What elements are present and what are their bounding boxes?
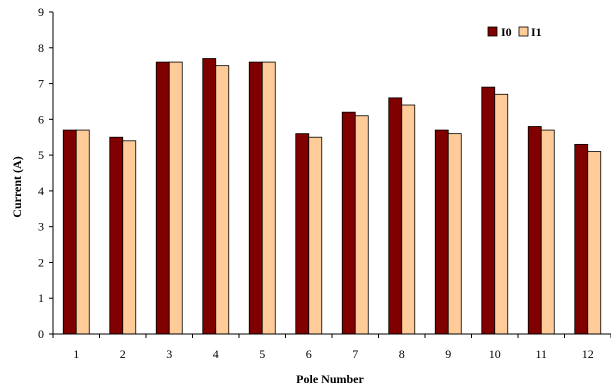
legend-swatch-i0 <box>487 26 498 37</box>
x-tick-label: 11 <box>535 347 547 361</box>
bar-i1-pole-6 <box>308 136 323 335</box>
x-tick-label: 5 <box>259 347 265 361</box>
legend-swatch-i1 <box>518 26 529 37</box>
bar-i0-pole-4 <box>202 58 217 335</box>
x-tick-label: 6 <box>306 347 312 361</box>
y-tick-label: 1 <box>38 291 44 305</box>
bars <box>62 58 602 335</box>
y-tick-label: 2 <box>38 255 44 269</box>
bar-i1-pole-1 <box>75 129 90 335</box>
x-tick-label: 8 <box>399 347 405 361</box>
bar-i1-pole-5 <box>261 61 276 335</box>
bar-i0-pole-12 <box>574 143 589 335</box>
x-tick-label: 2 <box>120 347 126 361</box>
bar-i0-pole-7 <box>341 111 356 335</box>
bar-i0-pole-10 <box>481 86 496 335</box>
bar-i0-pole-5 <box>248 61 263 335</box>
bar-i1-pole-4 <box>215 65 230 335</box>
bar-i1-pole-10 <box>494 93 509 335</box>
bar-i1-pole-7 <box>354 115 369 335</box>
x-axis-ticks: 1 2 3 4 5 6 7 8 9 10 11 12 <box>52 334 611 361</box>
y-tick-label: 4 <box>38 184 44 198</box>
x-tick-label: 4 <box>213 347 219 361</box>
bar-i1-pole-3 <box>168 61 183 335</box>
y-tick-label: 3 <box>38 220 44 234</box>
x-tick-label: 7 <box>352 347 358 361</box>
bar-i0-pole-11 <box>527 126 542 335</box>
bar-i0-pole-6 <box>295 133 310 335</box>
y-tick-label: 5 <box>38 148 44 162</box>
x-tick-label: 1 <box>73 347 79 361</box>
y-axis-title: Current (A) <box>10 156 24 217</box>
x-tick-label: 10 <box>489 347 501 361</box>
y-tick-label: 7 <box>38 77 44 91</box>
bar-i1-pole-11 <box>540 129 555 335</box>
x-tick-label: 9 <box>445 347 451 361</box>
bar-i0-pole-9 <box>434 129 449 335</box>
bar-i0-pole-8 <box>388 97 403 335</box>
bar-i1-pole-9 <box>447 133 462 335</box>
x-tick-label: 12 <box>582 347 594 361</box>
legend: I0 I1 <box>487 25 542 39</box>
bar-i0-pole-1 <box>62 129 77 335</box>
y-tick-label: 9 <box>38 5 44 19</box>
bar-i0-pole-2 <box>109 136 124 335</box>
bar-i0-pole-3 <box>155 61 170 335</box>
legend-label-i0: I0 <box>501 25 512 39</box>
x-tick-label: 3 <box>166 347 172 361</box>
y-tick-label: 8 <box>38 41 44 55</box>
y-tick-label: 6 <box>38 112 44 126</box>
bar-i1-pole-8 <box>401 104 416 335</box>
y-axis-ticks: 0 1 2 3 4 5 6 7 8 9 <box>38 5 53 341</box>
y-tick-label: 0 <box>38 327 44 341</box>
bar-i1-pole-2 <box>122 140 137 335</box>
legend-label-i1: I1 <box>531 25 542 39</box>
x-axis-title: Pole Number <box>296 372 364 386</box>
bar-i1-pole-12 <box>587 151 602 335</box>
